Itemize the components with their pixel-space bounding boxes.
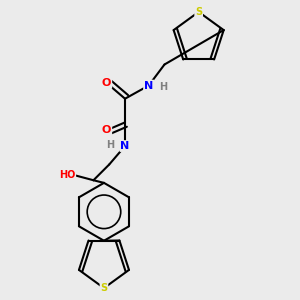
Text: HO: HO bbox=[59, 170, 75, 180]
Text: H: H bbox=[106, 140, 115, 150]
Text: O: O bbox=[102, 78, 111, 88]
Text: S: S bbox=[100, 283, 107, 293]
Text: H: H bbox=[159, 82, 167, 92]
Text: N: N bbox=[120, 141, 130, 151]
Text: N: N bbox=[144, 81, 153, 91]
Text: S: S bbox=[195, 7, 202, 17]
Text: O: O bbox=[102, 125, 111, 135]
